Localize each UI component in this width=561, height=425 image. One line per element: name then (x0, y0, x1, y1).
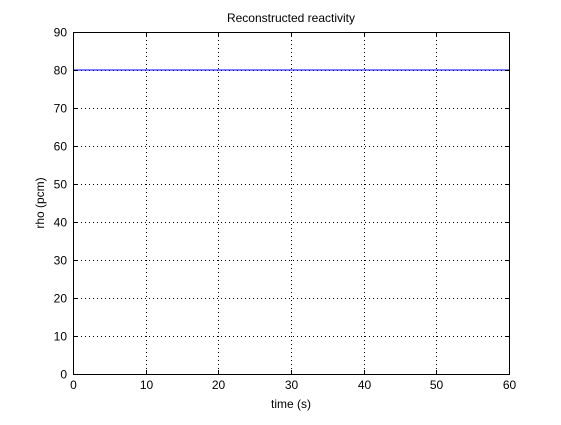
chart-title: Reconstructed reactivity (227, 11, 355, 25)
x-tick-label: 30 (285, 378, 299, 392)
plot-area (73, 32, 509, 374)
x-tick-label: 0 (70, 378, 77, 392)
x-tick-label: 10 (140, 378, 154, 392)
y-tick-label: 0 (60, 368, 67, 382)
y-tick-labels: 0 10 20 30 40 50 60 70 80 90 (54, 26, 68, 382)
y-tick-label: 10 (54, 330, 68, 344)
x-tick-labels: 0 10 20 30 40 50 60 (70, 378, 516, 392)
y-tick-label: 90 (54, 26, 68, 40)
y-tick-label: 50 (54, 178, 68, 192)
y-axis-title: rho (pcm) (33, 177, 47, 228)
x-axis-title: time (s) (271, 397, 311, 411)
x-tick-label: 60 (503, 378, 517, 392)
axis-ticks (73, 32, 510, 375)
y-tick-label: 40 (54, 216, 68, 230)
y-tick-label: 70 (54, 102, 68, 116)
x-tick-label: 40 (358, 378, 372, 392)
y-tick-label: 30 (54, 254, 68, 268)
y-tick-label: 20 (54, 292, 68, 306)
x-tick-label: 50 (430, 378, 444, 392)
y-tick-label: 60 (54, 140, 68, 154)
x-tick-label: 20 (212, 378, 226, 392)
y-tick-label: 80 (54, 64, 68, 78)
